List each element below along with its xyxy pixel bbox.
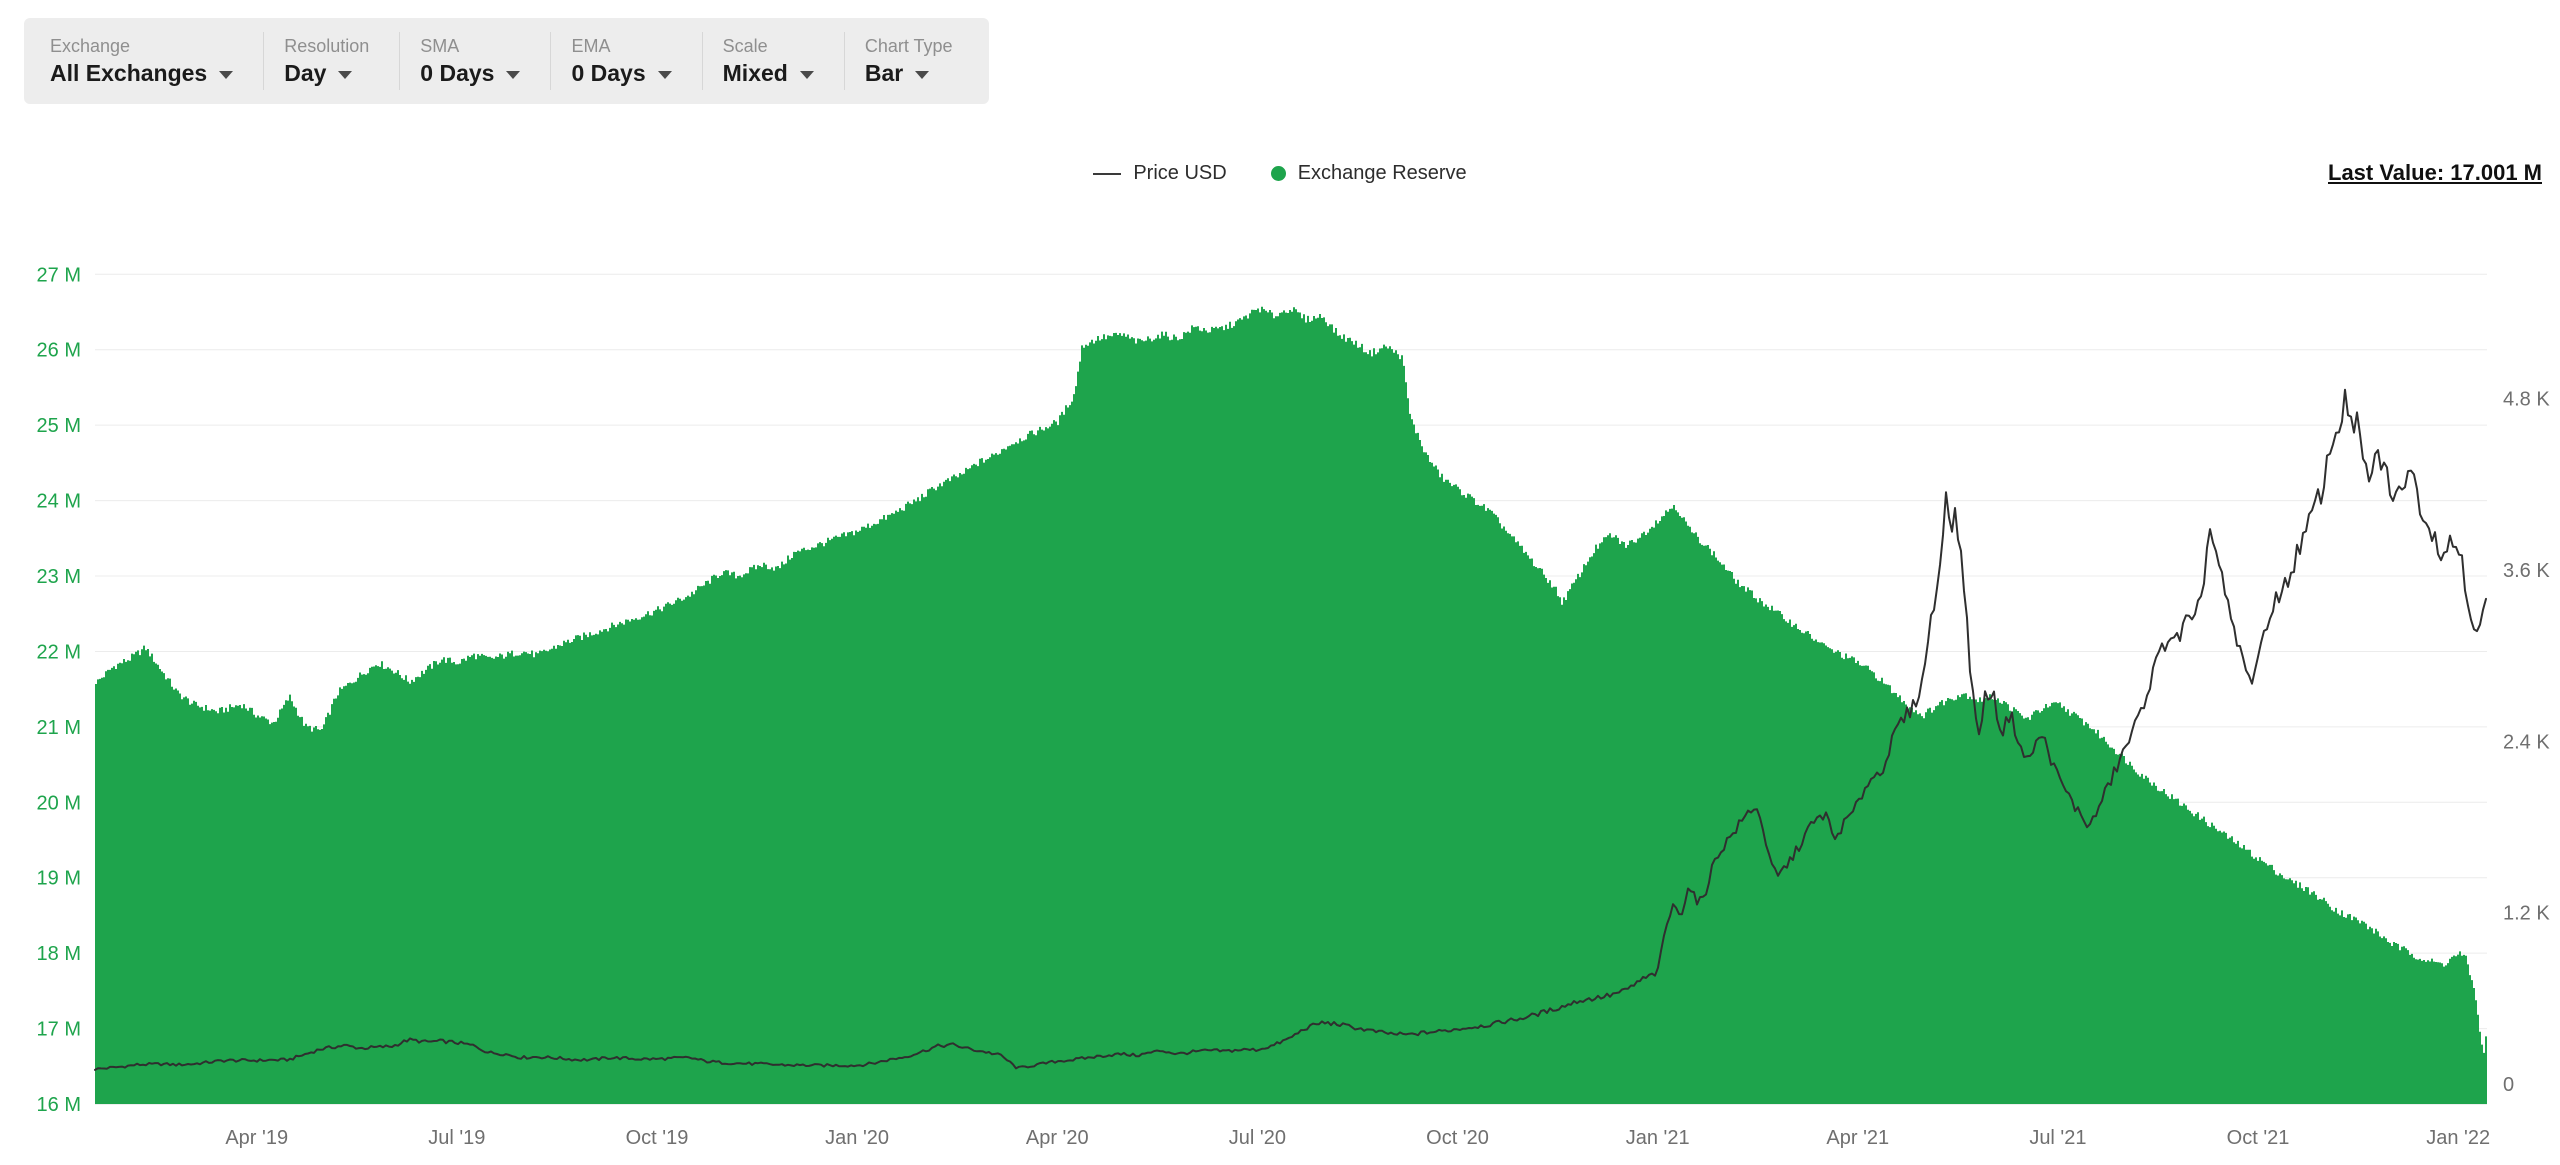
resolution-dropdown[interactable]: Resolution Day [264,18,399,104]
chart-type-selected: Bar [864,60,904,86]
chevron-down-icon [657,71,672,79]
toolbar-divider [550,32,552,90]
chart-type-dropdown[interactable]: Chart Type Bar [845,18,983,104]
svg-text:0: 0 [2503,1074,2514,1096]
svg-text:24 M: 24 M [37,491,81,513]
svg-text:3.6 K: 3.6 K [2503,560,2550,582]
toolbar-divider [399,32,401,90]
sma-value: 0 Days [420,60,521,86]
chart-legend: Price USD Exchange Reserve [0,162,2560,185]
svg-text:2.4 K: 2.4 K [2503,731,2550,753]
ema-selected: 0 Days [571,60,646,86]
svg-text:20 M: 20 M [37,792,81,814]
scale-value: Mixed [723,62,814,85]
svg-text:Oct '20: Oct '20 [1426,1127,1489,1149]
chevron-down-icon [338,71,353,79]
scale-label: Scale [722,36,768,56]
exchange-label: Exchange [50,36,131,56]
chart-toolbar: Exchange All Exchanges Resolution Day SM… [24,18,989,104]
exchange-selected: All Exchanges [50,60,208,86]
svg-text:Jul '21: Jul '21 [2029,1127,2086,1149]
exchange-value: All Exchanges [50,60,234,86]
svg-text:1.2 K: 1.2 K [2503,903,2550,925]
toolbar-divider [701,32,703,90]
sma-label: SMA [420,36,460,56]
svg-text:Jan '22: Jan '22 [2426,1127,2490,1149]
resolution-value: Day [284,62,369,85]
svg-text:17 M: 17 M [37,1019,81,1041]
chevron-down-icon [219,71,234,79]
svg-text:23 M: 23 M [37,566,81,588]
svg-text:Oct '19: Oct '19 [626,1127,689,1149]
sma-dropdown[interactable]: SMA 0 Days [400,18,550,104]
svg-text:Jan '20: Jan '20 [825,1127,889,1149]
chevron-down-icon [799,71,814,79]
svg-text:21 M: 21 M [37,717,81,739]
chart-type-label: Chart Type [864,36,953,56]
svg-text:22 M: 22 M [37,641,81,663]
scale-selected: Mixed [722,60,788,86]
svg-text:Oct '21: Oct '21 [2227,1127,2290,1149]
ema-value: 0 Days [571,60,672,86]
svg-text:18 M: 18 M [37,943,81,965]
toolbar-divider [843,32,845,90]
ema-label: EMA [571,36,611,56]
svg-text:16 M: 16 M [37,1094,81,1116]
svg-text:Apr '19: Apr '19 [225,1127,288,1149]
svg-text:Apr '20: Apr '20 [1026,1127,1089,1149]
svg-text:26 M: 26 M [37,340,81,362]
line-marker-icon [1093,172,1122,175]
svg-text:Jul '20: Jul '20 [1229,1127,1286,1149]
svg-text:Jan '21: Jan '21 [1626,1127,1690,1149]
exchange-dropdown[interactable]: Exchange All Exchanges [30,18,263,104]
svg-text:19 M: 19 M [37,868,81,890]
legend-reserve-label: Exchange Reserve [1297,162,1467,184]
svg-text:Apr '21: Apr '21 [1826,1127,1889,1149]
last-value-readout: Last Value: 17.001 M [2328,160,2542,185]
chevron-down-icon [506,71,521,79]
dot-marker-icon [1270,166,1286,181]
resolution-selected: Day [284,60,327,86]
svg-text:Jul '19: Jul '19 [428,1127,485,1149]
legend-item-price[interactable]: Price USD [1093,162,1227,185]
svg-text:27 M: 27 M [37,264,81,286]
legend-item-reserve[interactable]: Exchange Reserve [1270,162,1467,185]
resolution-label: Resolution [284,36,370,56]
toolbar-divider [263,32,265,90]
svg-text:25 M: 25 M [37,415,81,437]
ema-dropdown[interactable]: EMA 0 Days [551,18,701,104]
chart-type-value: Bar [865,62,953,85]
svg-text:4.8 K: 4.8 K [2503,389,2550,411]
legend-price-label: Price USD [1133,162,1227,184]
sma-selected: 0 Days [420,60,495,86]
chevron-down-icon [915,71,930,79]
scale-dropdown[interactable]: Scale Mixed [703,18,844,104]
